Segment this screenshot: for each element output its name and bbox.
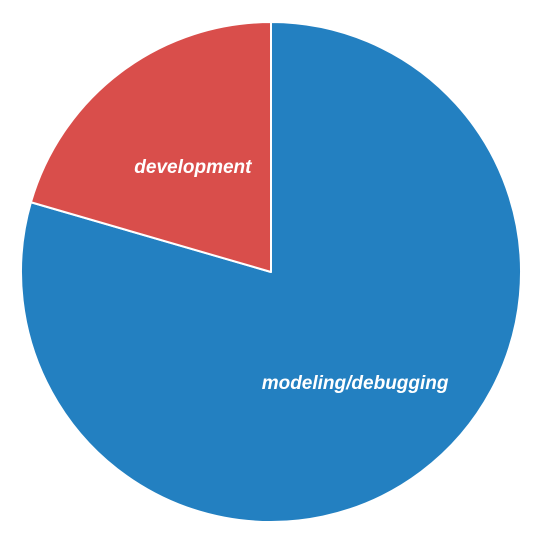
pie-labels: modeling/debugging development <box>134 157 449 394</box>
pie-label-modeling-debugging: modeling/debugging <box>262 373 449 394</box>
pie-slice-development <box>29 21 272 273</box>
pie-slices <box>20 21 522 523</box>
pie-label-development: development <box>134 157 252 178</box>
